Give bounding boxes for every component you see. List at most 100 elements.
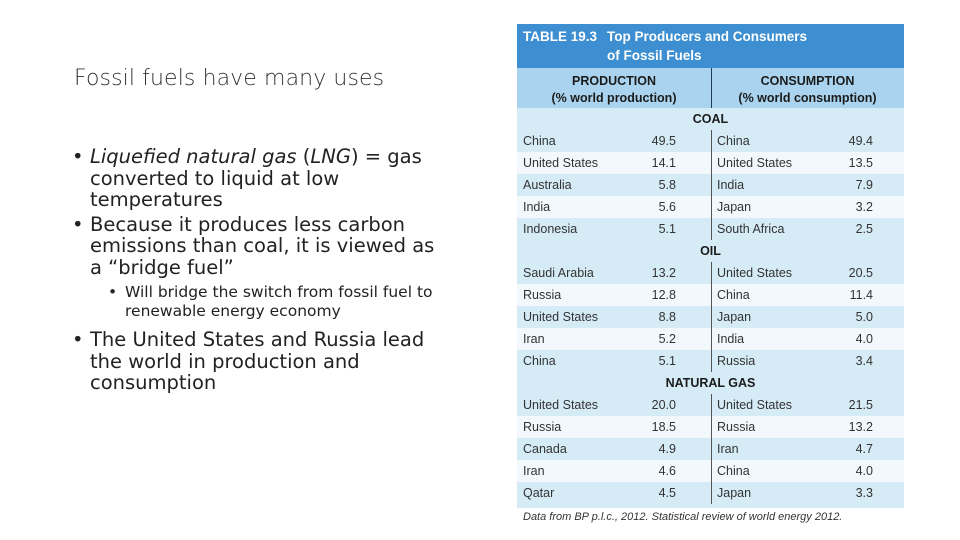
production-value: 13.2 [651,266,676,280]
production-value: 5.1 [658,354,676,368]
production-value: 4.9 [658,442,676,456]
production-value: 5.8 [658,178,676,192]
consumption-value: 3.4 [855,354,873,368]
source-rest: Statistical review of world energy 2012. [648,511,843,523]
bullet-bridge-fuel: • Because it produces less carbon emissi… [70,212,442,279]
lng-term: Liquefied natural gas [90,145,297,168]
production-value: 18.5 [651,420,676,434]
table-row: India 5.6 Japan 3.2 [517,196,904,218]
table-row: United States 14.1 United States 13.5 [517,152,904,174]
table-row: Iran 4.6 China 4.0 [517,460,904,482]
consumption-header: CONSUMPTION (% world consumption) [711,68,904,108]
consumption-value: 13.2 [848,420,873,434]
column-divider [711,482,712,504]
column-divider [711,350,712,372]
producer-country: Iran [523,464,545,478]
producer-country: United States [523,156,599,170]
table-row: Saudi Arabia 13.2 United States 20.5 [517,262,904,284]
production-value: 14.1 [651,156,676,170]
column-divider [711,416,712,438]
section-header: OIL [517,240,904,262]
table-number: TABLE 19.3 [523,29,598,44]
column-divider [711,68,712,108]
renewable-text: Will bridge the switch from fossil fuel … [125,283,433,320]
consumer-country: China [717,464,750,478]
table-row: United States 20.0 United States 21.5 [517,394,904,416]
bullet-dot: • [72,145,84,168]
column-divider [711,306,712,328]
production-value: 49.5 [651,134,676,148]
column-divider [711,262,712,284]
bullet-dot: • [108,283,118,301]
producer-country: Canada [523,442,567,456]
production-label: PRODUCTION [571,74,657,88]
consumer-country: Iran [717,442,739,456]
consumer-country: United States [717,266,793,280]
production-value: 8.8 [658,310,676,324]
consumer-country: South Africa [717,222,785,236]
production-value: 4.5 [658,486,676,500]
table-source: Data from BP p.l.c., 2012. Statistical r… [517,508,904,526]
table-row: Qatar 4.5 Japan 3.3 [517,482,904,504]
consumption-value: 3.3 [855,486,873,500]
producer-country: Qatar [523,486,555,500]
us-russia-text: The United States and Russia lead the wo… [90,328,425,394]
consumption-value: 7.9 [855,178,873,192]
column-divider [711,328,712,350]
producer-country: Indonesia [523,222,578,236]
bullet-lng: • Liquefied natural gas (LNG) = gas conv… [70,146,442,211]
production-value: 20.0 [651,398,676,412]
bullet-us-russia: • The United States and Russia lead the … [70,329,442,394]
table-row: Russia 18.5 Russia 13.2 [517,416,904,438]
consumer-country: China [717,288,750,302]
consumption-value: 49.4 [848,134,873,148]
column-divider [711,218,712,240]
lng-paren-open: ( [296,145,311,168]
column-divider [711,284,712,306]
consumer-country: Russia [717,420,756,434]
bullet-list: • Liquefied natural gas (LNG) = gas conv… [70,146,442,394]
producer-country: China [523,134,556,148]
producer-country: Australia [523,178,572,192]
lng-definition: ) = gas converted to liquid at low tempe… [90,145,422,211]
consumption-value: 13.5 [848,156,873,170]
consumption-value: 4.0 [855,332,873,346]
table-row: Iran 5.2 India 4.0 [517,328,904,350]
table-body: COAL China 49.5 China 49.4 United States 14.1 U… [517,108,904,504]
sub-bullet-renewable: • Will bridge the switch from fossil fue… [106,283,442,321]
production-value: 5.1 [658,222,676,236]
column-divider [711,460,712,482]
table-row: Russia 12.8 China 11.4 [517,284,904,306]
production-value: 4.6 [658,464,676,478]
column-divider [711,152,712,174]
column-divider [711,196,712,218]
table-header: TABLE 19.3 Top Producers and Consumers o… [517,24,904,68]
consumption-value: 2.5 [855,222,873,236]
fossil-fuel-table: TABLE 19.3 Top Producers and Consumers o… [517,24,904,526]
consumer-country: United States [717,398,793,412]
consumer-country: Russia [717,354,756,368]
consumer-country: Japan [717,310,752,324]
bullet-dot: • [72,328,84,351]
bridge-fuel-text: Because it produces less carbon emission… [90,212,435,279]
table-row: Australia 5.8 India 7.9 [517,174,904,196]
producer-country: Saudi Arabia [523,266,594,280]
section-header: COAL [517,108,904,130]
consumer-country: India [717,178,745,192]
consumption-label: CONSUMPTION [760,74,855,88]
producer-country: United States [523,398,599,412]
producer-country: United States [523,310,599,324]
column-divider [711,174,712,196]
table-row: Canada 4.9 Iran 4.7 [517,438,904,460]
column-divider [711,394,712,416]
producer-country: Iran [523,332,545,346]
table-row: United States 8.8 Japan 5.0 [517,306,904,328]
table-row: Indonesia 5.1 South Africa 2.5 [517,218,904,240]
section-header: NATURAL GAS [517,372,904,394]
bullet-dot: • [72,212,84,236]
consumer-country: India [717,332,745,346]
production-header: PRODUCTION (% world production) [517,68,711,108]
consumer-country: Japan [717,200,752,214]
table-row: China 49.5 China 49.4 [517,130,904,152]
lng-abbr: LNG [310,145,351,168]
